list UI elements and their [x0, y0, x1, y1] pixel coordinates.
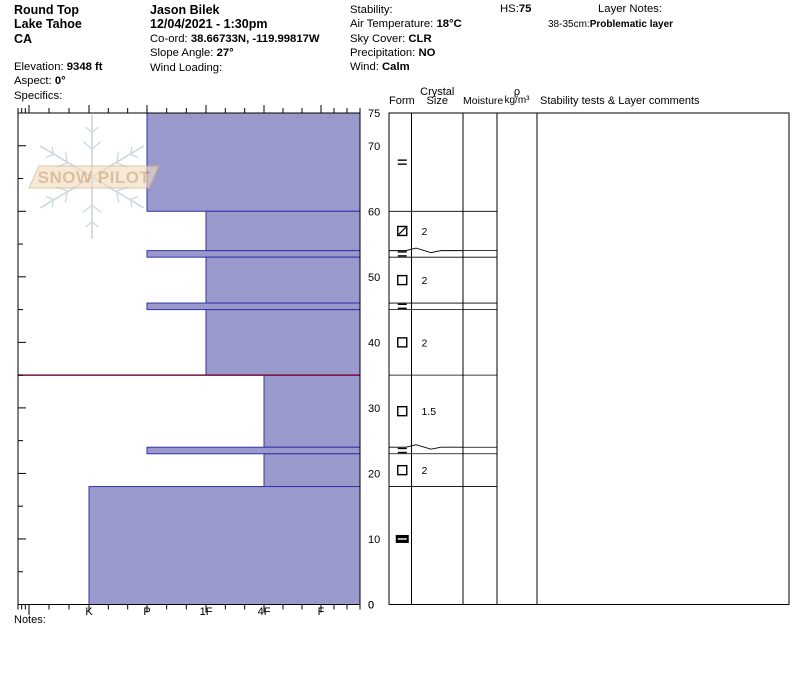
svg-text:10: 10 [368, 534, 380, 546]
svg-text:30: 30 [368, 403, 380, 415]
svg-text:2: 2 [422, 226, 428, 238]
svg-text:SNOW PILOT: SNOW PILOT [38, 168, 151, 187]
svg-text:20: 20 [368, 468, 380, 480]
svg-text:2: 2 [422, 337, 428, 349]
svg-text:1.5: 1.5 [422, 406, 437, 418]
svg-text:0: 0 [368, 600, 374, 612]
svg-text:K: K [85, 606, 93, 618]
svg-text:4F: 4F [258, 606, 271, 618]
svg-text:75: 75 [368, 108, 380, 120]
svg-text:40: 40 [368, 337, 380, 349]
svg-text:50: 50 [368, 272, 380, 284]
svg-text:60: 60 [368, 206, 380, 218]
svg-text:F: F [318, 606, 325, 618]
svg-text:2: 2 [422, 465, 428, 477]
svg-text:2: 2 [422, 275, 428, 287]
svg-text:P: P [143, 606, 150, 618]
svg-text:1F: 1F [200, 606, 213, 618]
svg-text:70: 70 [368, 141, 380, 153]
svg-text:I: I [27, 606, 30, 618]
